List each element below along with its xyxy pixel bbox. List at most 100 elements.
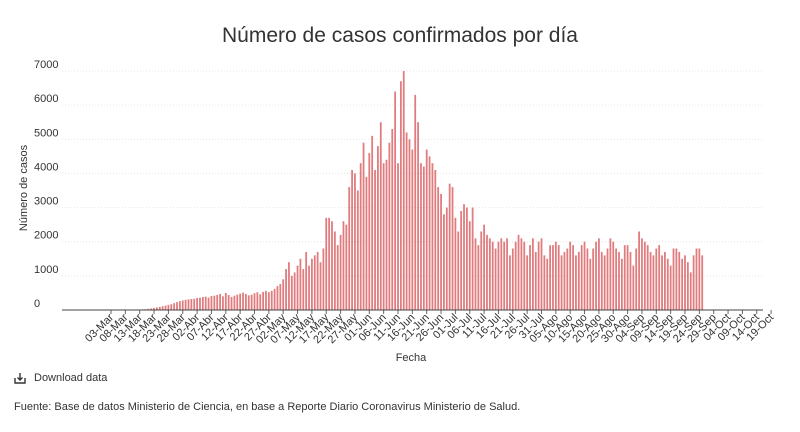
bar xyxy=(540,238,543,310)
bar xyxy=(414,94,417,311)
bar xyxy=(612,241,615,310)
bar xyxy=(167,304,170,310)
bar xyxy=(265,290,267,310)
bar xyxy=(638,231,640,310)
bar xyxy=(178,301,181,310)
bar xyxy=(678,251,681,310)
bar xyxy=(336,245,339,310)
bar xyxy=(425,149,428,310)
bar xyxy=(374,170,376,310)
bar xyxy=(210,296,213,310)
bar xyxy=(589,258,592,310)
bar xyxy=(247,295,250,310)
bar xyxy=(267,292,270,310)
bar xyxy=(465,207,468,310)
bar xyxy=(368,152,371,310)
bar xyxy=(216,294,219,310)
y-axis-label: Número de casos xyxy=(18,144,30,231)
bar xyxy=(399,81,402,311)
bar xyxy=(552,245,554,310)
bar xyxy=(408,139,411,310)
bar xyxy=(379,122,382,311)
bar xyxy=(348,187,351,310)
bar xyxy=(695,248,698,310)
bar xyxy=(445,207,448,310)
chart-title: Número de casos confirmados por día xyxy=(221,24,578,47)
bar xyxy=(331,221,333,310)
bar xyxy=(276,286,279,310)
bar xyxy=(483,224,485,310)
bar xyxy=(560,255,563,310)
bar xyxy=(181,300,184,310)
bar xyxy=(486,234,488,310)
bar xyxy=(534,251,537,310)
bar xyxy=(655,248,658,310)
bar xyxy=(666,258,669,310)
bar xyxy=(299,258,302,310)
bar xyxy=(511,248,514,310)
bar xyxy=(245,293,247,310)
bar xyxy=(382,163,385,310)
bar xyxy=(437,187,440,310)
bar xyxy=(279,284,282,310)
bar xyxy=(316,251,319,310)
bar xyxy=(282,279,285,310)
bar xyxy=(497,241,500,310)
bar xyxy=(618,251,620,310)
bar xyxy=(270,290,273,310)
bar xyxy=(150,308,153,310)
download-data-button[interactable]: Download data xyxy=(14,372,107,384)
bar xyxy=(546,258,549,310)
bar xyxy=(669,265,672,310)
bar xyxy=(388,142,391,310)
bar xyxy=(615,248,618,310)
bar xyxy=(359,163,362,310)
bar xyxy=(236,294,239,310)
bar xyxy=(285,269,287,310)
bar xyxy=(219,293,221,310)
bar xyxy=(503,241,506,310)
bar xyxy=(471,207,474,310)
bar xyxy=(242,292,244,310)
bar xyxy=(672,248,675,310)
bar xyxy=(351,170,353,310)
bar xyxy=(164,305,167,310)
bar xyxy=(356,190,359,310)
bar xyxy=(161,306,164,310)
y-ticks: 0 1000 2000 3000 4000 5000 6000 7000 xyxy=(34,59,58,310)
bar xyxy=(173,303,176,310)
bar xyxy=(606,248,609,310)
bar xyxy=(454,217,457,310)
bar xyxy=(328,217,331,310)
bar xyxy=(342,221,345,310)
bar xyxy=(491,241,494,310)
bar xyxy=(448,183,451,310)
bar xyxy=(319,262,322,310)
bar xyxy=(575,255,577,310)
bar xyxy=(431,163,434,310)
bar xyxy=(632,265,635,310)
bar xyxy=(701,255,704,310)
bar xyxy=(652,255,655,310)
bar xyxy=(176,302,178,310)
bar xyxy=(474,238,477,310)
bar xyxy=(184,299,187,310)
bar xyxy=(288,262,290,310)
bar xyxy=(443,214,445,310)
bar xyxy=(385,159,388,310)
bar xyxy=(207,297,210,310)
bar xyxy=(488,238,491,310)
bar xyxy=(572,245,574,310)
bar xyxy=(204,296,207,310)
bar xyxy=(377,146,379,310)
bar xyxy=(222,296,224,310)
bar xyxy=(305,251,308,310)
source-note: Fuente: Base de datos Ministerio de Cien… xyxy=(14,401,521,413)
bar xyxy=(641,238,643,310)
bar xyxy=(543,255,546,310)
bar xyxy=(156,307,158,310)
bar xyxy=(517,234,520,310)
bar xyxy=(537,241,540,310)
bar xyxy=(523,241,526,310)
